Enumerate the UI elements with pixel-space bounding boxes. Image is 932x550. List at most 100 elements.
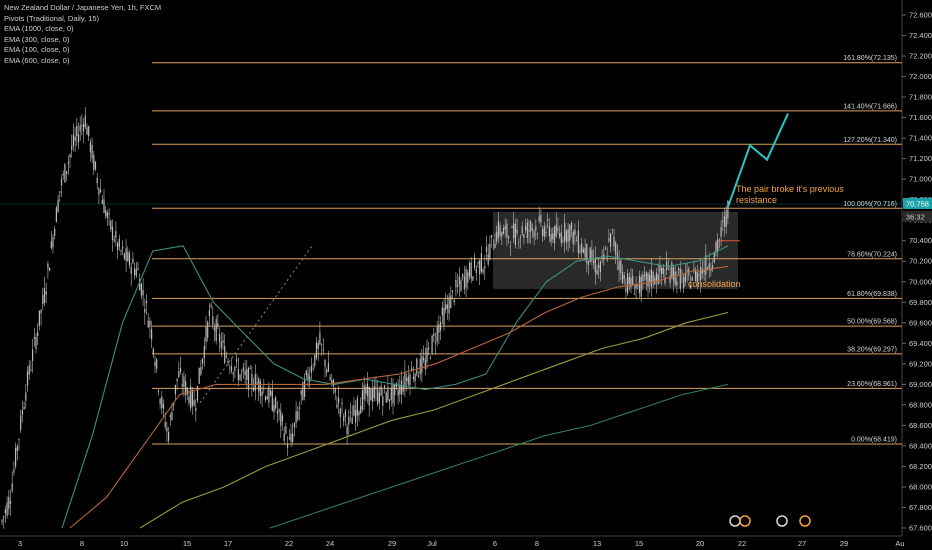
candle-body	[725, 210, 727, 228]
candle-body	[705, 255, 707, 275]
dotted-trendline	[199, 245, 313, 404]
countdown-tag-bg	[903, 210, 932, 222]
indicator-ema-1000[interactable]: EMA (1000, close, 0)	[4, 24, 74, 34]
x-axis: 3 8 10 15 17 22 24 29 Jul 6 8 13 15 20 22 27 29 Au	[0, 535, 905, 548]
candle-body	[145, 301, 148, 304]
indicator-ema-300[interactable]: EMA (300, close, 0)	[4, 34, 70, 44]
candle-body	[713, 252, 715, 263]
candle-body	[293, 423, 295, 428]
candle-body	[440, 321, 442, 331]
candle-body	[621, 272, 624, 284]
candle-body	[421, 356, 423, 373]
candle-body	[327, 362, 329, 372]
candle-body	[241, 371, 243, 373]
candle-body	[42, 294, 44, 305]
candle-body	[234, 366, 236, 372]
indicator-pivots[interactable]: Pivots (Traditional, Daily, 15)	[4, 13, 100, 23]
candle-body	[304, 379, 306, 397]
event-icon	[739, 515, 751, 527]
candle-body	[249, 368, 251, 370]
candle-body	[446, 304, 448, 309]
candle-body	[220, 342, 222, 349]
candle-body	[545, 231, 547, 233]
candle-body	[120, 250, 122, 252]
candle-body	[518, 242, 520, 244]
candle-body	[339, 408, 341, 417]
candle-body	[633, 294, 635, 296]
candle-body	[657, 274, 659, 285]
candle-body	[458, 276, 460, 285]
x-tick-label: 27	[798, 539, 806, 548]
candle-body	[489, 243, 491, 260]
indicator-ema-100[interactable]: EMA (100, close, 0)	[4, 45, 70, 55]
candle-body	[132, 258, 134, 264]
candle-body	[586, 243, 588, 264]
candle-body	[266, 396, 268, 400]
candle-body	[720, 227, 722, 237]
y-tick-label: 71.200	[909, 154, 932, 163]
candle-body	[130, 267, 132, 274]
candle-body	[407, 376, 409, 385]
candle-body	[285, 426, 287, 434]
x-tick-label: Au	[895, 539, 904, 548]
candle-body	[587, 261, 590, 265]
candle-body	[334, 387, 336, 393]
candle-body	[295, 411, 297, 424]
candle-body	[227, 360, 229, 364]
candle-body	[642, 274, 644, 281]
candle-body	[298, 407, 301, 409]
candle-body	[672, 267, 675, 281]
ema-600-line	[139, 311, 729, 529]
event-icon	[776, 515, 788, 527]
candle-body	[71, 145, 73, 150]
candle-body	[637, 284, 639, 286]
candle-body	[169, 415, 171, 418]
candle-body	[382, 396, 384, 406]
candle-body	[460, 280, 462, 291]
candle-body	[366, 383, 369, 397]
breakout-annotation-line2: resistance	[736, 195, 777, 205]
candle-body	[292, 433, 294, 442]
candle-body	[256, 382, 258, 384]
candle-body	[324, 359, 326, 367]
candle-body	[723, 216, 726, 227]
candle-body	[57, 199, 59, 212]
candle-body	[244, 371, 246, 376]
candle-body	[45, 291, 47, 295]
candle-body	[526, 222, 528, 238]
candle-body	[696, 272, 698, 282]
x-tick-label: 29	[840, 539, 848, 548]
candle-body	[533, 230, 535, 237]
candle-body	[701, 268, 703, 274]
candle-body	[632, 275, 634, 285]
candle-body	[254, 374, 256, 391]
candle-body	[94, 161, 97, 170]
candle-body	[60, 178, 63, 186]
candle-body	[710, 268, 712, 271]
candle-body	[479, 260, 481, 275]
candle-body	[341, 402, 343, 404]
candle-body	[358, 411, 360, 416]
candle-body	[239, 374, 241, 380]
candle-body	[67, 162, 69, 164]
candle-body	[13, 469, 15, 473]
candle-body	[514, 223, 516, 245]
candle-body	[331, 380, 333, 385]
candle-body	[441, 307, 443, 316]
candle-body	[101, 199, 103, 204]
candle-body	[96, 177, 98, 184]
fib-level-label: 61.80%(69.838)	[847, 291, 897, 298]
candle-body	[451, 290, 454, 292]
candle-body	[513, 223, 515, 239]
candle-body	[431, 335, 433, 353]
indicator-ema-600[interactable]: EMA (600, close, 0)	[4, 55, 70, 65]
candle-body	[195, 408, 197, 411]
candle-body	[377, 389, 379, 404]
candle-body	[599, 261, 601, 273]
candle-body	[372, 388, 374, 403]
candle-body	[198, 367, 200, 384]
candle-body	[445, 304, 447, 311]
x-tick-label: Jul	[427, 539, 437, 548]
candle-body	[271, 390, 273, 411]
